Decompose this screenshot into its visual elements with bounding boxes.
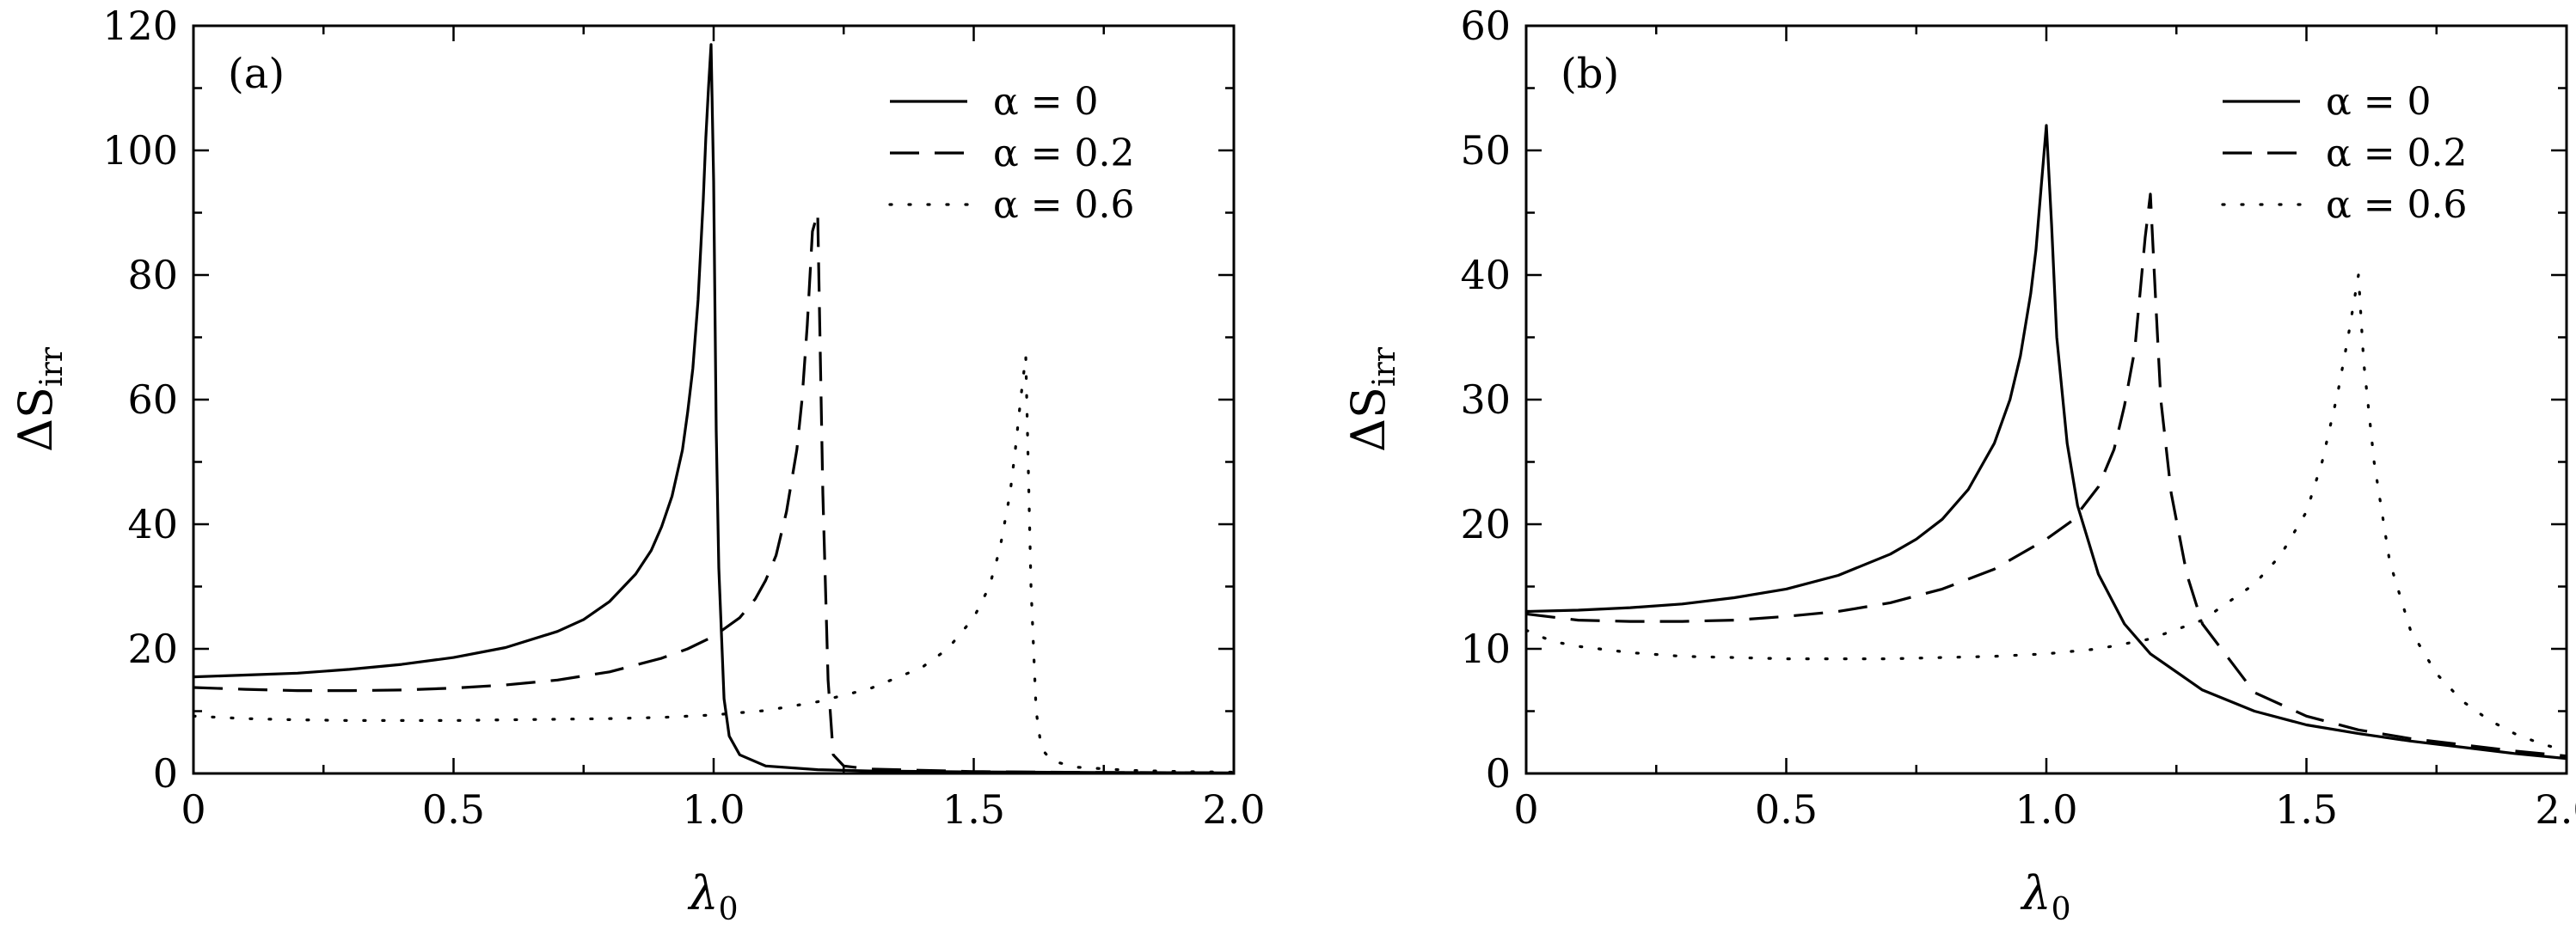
series-line-solid — [1526, 124, 2567, 761]
y-tick-label: 0 — [1486, 750, 1511, 797]
legend-label: α = 0 — [993, 80, 1099, 124]
legend-label: α = 0.2 — [993, 131, 1135, 175]
x-tick-label: 1.5 — [942, 786, 1005, 833]
y-axis-label: ΔSirr — [1341, 346, 1402, 452]
y-tick-label: 30 — [1460, 376, 1511, 423]
y-tick-label: 40 — [127, 501, 178, 547]
series-line-dashed — [193, 211, 1234, 773]
y-tick-label: 60 — [1460, 3, 1511, 49]
panel-a: 0 0.5 1.0 1.5 2.0 0 20 40 60 80 100 120 λ0 ΔSirr (a) α … — [9, 3, 1266, 927]
series-line-dashed — [1526, 193, 2567, 758]
y-tick-label: 20 — [1460, 501, 1511, 547]
legend-label: α = 0.6 — [2326, 183, 2468, 227]
x-axis-label: λ0 — [2020, 866, 2070, 927]
x-axis-label: λ0 — [687, 866, 738, 927]
x-tick-label: 0.5 — [1755, 786, 1818, 833]
y-tick-label: 50 — [1460, 127, 1511, 174]
y-tick-label: 120 — [102, 3, 178, 49]
y-tick-label: 0 — [153, 750, 178, 797]
legend-label: α = 0.6 — [993, 183, 1135, 227]
y-tick-label: 10 — [1460, 626, 1511, 672]
series-line-dotted — [1526, 273, 2567, 753]
x-tick-label: 1.0 — [2015, 786, 2077, 833]
x-tick-label: 2.0 — [1202, 786, 1265, 833]
x-tick-label: 1.0 — [682, 786, 745, 833]
x-tick-label: 1.5 — [2275, 786, 2338, 833]
y-tick-label: 80 — [127, 252, 178, 298]
legend-label: α = 0 — [2326, 80, 2432, 124]
y-tick-label: 40 — [1460, 252, 1511, 298]
x-tick-label: 0.5 — [422, 786, 485, 833]
y-tick-label: 20 — [127, 626, 178, 672]
x-tick-label: 0 — [1513, 786, 1538, 833]
series-line-dotted — [193, 354, 1234, 773]
x-tick-label: 2.0 — [2535, 786, 2576, 833]
panel-label: (a) — [228, 50, 285, 98]
y-tick-label: 100 — [102, 127, 178, 174]
y-tick-label: 60 — [127, 376, 178, 423]
panel-label: (b) — [1561, 50, 1619, 98]
x-tick-label: 0 — [181, 786, 205, 833]
series-line-solid — [193, 43, 1234, 773]
legend-label: α = 0.2 — [2326, 131, 2468, 175]
y-axis-label: ΔSirr — [9, 346, 70, 452]
panel-b: 0 0.5 1.0 1.5 2.0 0 10 20 30 40 50 60 λ0 ΔSirr (b) α = … — [1341, 3, 2576, 927]
